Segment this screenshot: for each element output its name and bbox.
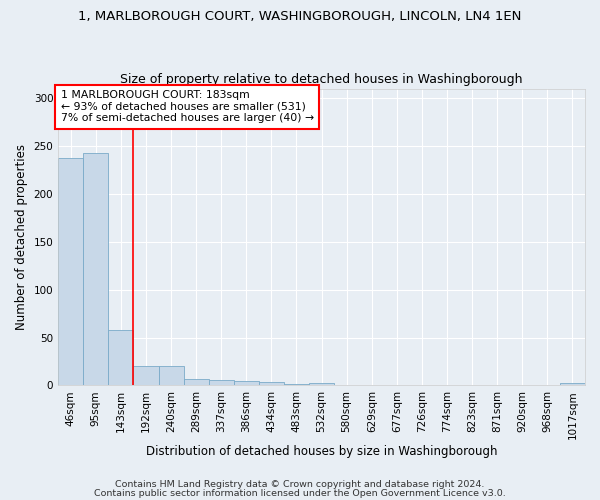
Bar	[58, 158, 83, 386]
Text: 1 MARLBOROUGH COURT: 183sqm
← 93% of detached houses are smaller (531)
7% of sem: 1 MARLBOROUGH COURT: 183sqm ← 93% of det…	[61, 90, 314, 123]
Y-axis label: Number of detached properties: Number of detached properties	[15, 144, 28, 330]
Bar	[83, 152, 109, 386]
Text: 1, MARLBOROUGH COURT, WASHINGBOROUGH, LINCOLN, LN4 1EN: 1, MARLBOROUGH COURT, WASHINGBOROUGH, LI…	[79, 10, 521, 23]
Bar	[309, 382, 334, 386]
Bar	[184, 379, 209, 386]
Bar	[284, 384, 309, 386]
Title: Size of property relative to detached houses in Washingborough: Size of property relative to detached ho…	[121, 73, 523, 86]
Text: Contains public sector information licensed under the Open Government Licence v3: Contains public sector information licen…	[94, 490, 506, 498]
Text: Contains HM Land Registry data © Crown copyright and database right 2024.: Contains HM Land Registry data © Crown c…	[115, 480, 485, 489]
X-axis label: Distribution of detached houses by size in Washingborough: Distribution of detached houses by size …	[146, 444, 497, 458]
Bar	[133, 366, 158, 386]
Bar	[209, 380, 234, 386]
Bar	[259, 382, 284, 386]
Bar	[158, 366, 184, 386]
Bar	[560, 382, 585, 386]
Bar	[234, 380, 259, 386]
Bar	[109, 330, 133, 386]
